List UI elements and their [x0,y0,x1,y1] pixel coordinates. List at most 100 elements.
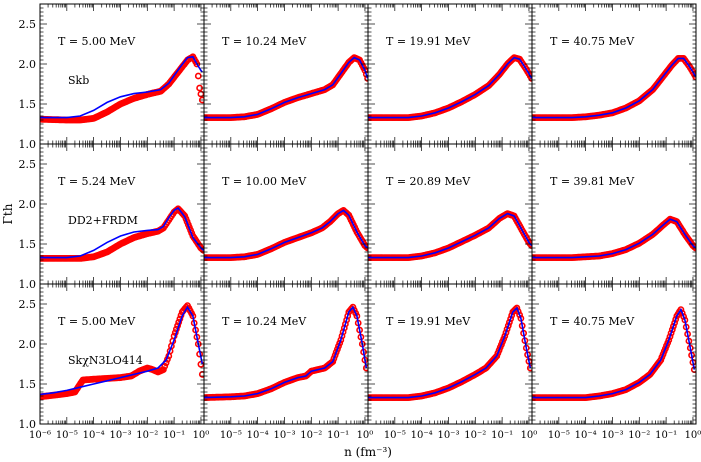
data-point [667,329,675,337]
data-point [335,342,342,350]
x-tick-label: 10⁰ [685,430,701,441]
panel-plot-area [368,304,532,401]
data-point [513,304,521,312]
panel-frame [531,283,697,425]
temperature-label: T = 40.75 MeV [550,315,635,328]
data-point [501,332,509,340]
temperature-label: T = 10.24 MeV [222,35,307,48]
x-tick-label: 10⁻² [464,430,486,441]
y-tick-label: 1.5 [19,238,37,251]
model-label: DD2+FRDM [68,214,138,227]
y-tick-label: 2.5 [19,18,37,31]
x-tick-label: 10⁻⁵ [548,430,570,441]
fit-line [532,307,696,399]
panel-r2-c3: 10⁻⁵ 10⁻⁴ 10⁻³ 10⁻² 10⁻¹ 10⁰ T = 40.75 MeV [531,283,701,441]
panel-plot-area [204,303,368,401]
panel-frame [531,3,697,145]
fit-line [368,212,532,259]
panel-frame [367,283,533,425]
panel-r1-c3: T = 39.81 MeV [531,143,697,285]
panel-plot-area [532,306,696,401]
data-point [516,311,523,319]
temperature-label: T = 5.00 MeV [58,315,136,328]
fit-line [368,56,532,119]
data-point [503,325,511,333]
x-tick-label: 10⁰ [357,430,374,441]
panel-plot-area [40,205,204,262]
x-tick-label: 10⁻⁴ [575,430,597,441]
fit-line [40,206,204,259]
y-tick-label: 2.0 [19,58,37,71]
temperature-label: T = 10.24 MeV [222,315,307,328]
data-point [197,90,204,98]
data-point [333,345,341,353]
x-axis-label: n (fm⁻³) [344,445,392,459]
x-tick-label: 10⁻⁶ [29,430,51,441]
panel-grid: 1.0 1.5 2.0 2.5 T = 5.00 MeV Skb T = 10.24 MeV… [19,3,701,441]
x-tick-label: 10⁻² [136,430,158,441]
y-tick-label: 2.0 [19,338,37,351]
panel-r1-c2: T = 20.89 MeV [367,143,533,285]
panel-plot-area [532,55,696,121]
model-label: Skb [68,74,89,87]
data-point [194,72,202,80]
fit-line [368,306,532,399]
data-point [680,313,687,320]
data-point [677,306,685,313]
y-tick-label: 1.5 [19,98,37,111]
panel-plot-area [368,210,532,261]
y-tick-label: 1.5 [19,378,37,391]
temperature-label: T = 5.24 MeV [58,175,136,188]
panel-r0-c2: T = 19.91 MeV [367,3,533,145]
panel-plot-area [532,215,696,261]
temperature-label: T = 19.91 MeV [386,35,471,48]
temperature-label: T = 20.89 MeV [386,175,471,188]
panel-plot-area [40,302,204,401]
x-tick-label: 10⁻³ [437,430,459,441]
x-tick-label: 10⁻⁵ [56,430,78,441]
data-point [159,366,167,373]
data-point [198,96,204,104]
x-tick-label: 10⁻¹ [491,430,513,441]
temperature-label: T = 5.00 MeV [58,35,136,48]
x-tick-label: 10⁻³ [109,430,131,441]
panel-r0-c3: T = 40.75 MeV [531,3,697,145]
data-point [330,355,338,362]
x-tick-label: 10⁻⁴ [411,430,433,441]
panel-r2-c1: 10⁻⁵ 10⁻⁴ 10⁻³ 10⁻² 10⁻¹ 10⁰ T = 10.24 MeV [203,283,374,441]
x-tick-label: 10⁰ [193,430,210,441]
data-point [329,358,337,365]
panel-plot-area [40,53,204,124]
panel-r0-c0: 1.0 1.5 2.0 2.5 T = 5.00 MeV Skb [19,3,205,151]
x-tick-label: 10⁻² [300,430,322,441]
x-tick-label: 10⁻³ [273,430,295,441]
x-tick-label: 10⁰ [521,430,538,441]
data-point [526,72,532,80]
model-label: SkχN3LO414 [68,354,143,367]
x-tick-label: 10⁻⁵ [384,430,406,441]
x-tick-label: 10⁻¹ [163,430,185,441]
temperature-label: T = 40.75 MeV [550,35,635,48]
panel-r1-c1: T = 10.00 MeV [203,143,369,285]
y-axis-label: Γth [1,203,15,224]
panel-r1-c0: 1.0 1.5 2.0 2.5 T = 5.24 MeV DD2+FRDM [19,143,205,291]
data-point [331,351,339,359]
y-tick-label: 1.0 [19,418,37,431]
panel-r2-c0: 1.0 1.5 2.0 2.5 10⁻⁶ 10⁻⁵ 10⁻⁴ 10⁻³ 10⁻² 10⁻¹ 10⁰ T… [19,283,210,441]
fit-line [40,55,203,119]
fit-line [40,305,204,396]
y-tick-label: 1.0 [19,278,37,291]
fit-line [204,209,368,259]
x-tick-label: 10⁻³ [601,430,623,441]
fit-line [532,218,696,259]
panel-plot-area [204,206,368,261]
x-tick-label: 10⁻⁵ [220,430,242,441]
x-tick-label: 10⁻⁴ [83,430,105,441]
panel-plot-area [368,54,532,121]
panel-r2-c2: 10⁻⁵ 10⁻⁴ 10⁻³ 10⁻² 10⁻¹ 10⁰ T = 19.91 MeV [367,283,538,441]
fit-line [204,305,368,399]
panel-plot-area [204,54,368,121]
fit-line [204,56,368,119]
y-tick-label: 2.5 [19,298,37,311]
